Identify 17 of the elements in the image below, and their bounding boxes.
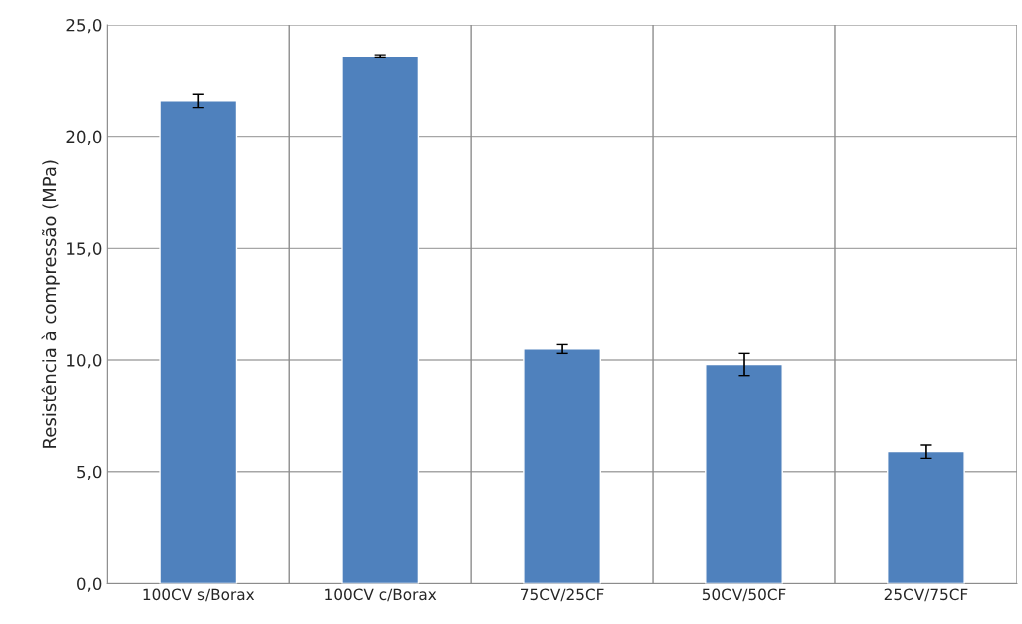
y-tick-label: 10,0 bbox=[67, 354, 102, 369]
y-axis-title: Resistência à compressão (MPa) bbox=[41, 160, 60, 448]
y-tick-label: 0,0 bbox=[77, 577, 102, 592]
y-tick-label: 20,0 bbox=[66, 130, 102, 145]
x-tick-label: 75CV/25CF bbox=[521, 588, 604, 602]
bar bbox=[705, 363, 783, 584]
x-tick-label: 50CV/50CF bbox=[702, 588, 786, 602]
x-tick-label: 100CV s/Borax bbox=[143, 588, 255, 602]
y-tick-label: 15,0 bbox=[67, 242, 102, 257]
x-tick-label: 25CV/75CF bbox=[884, 588, 968, 602]
bar bbox=[341, 55, 420, 584]
x-tick-label: 100CV c/Borax bbox=[325, 588, 437, 602]
bar bbox=[523, 348, 601, 584]
y-tick-label: 5,0 bbox=[77, 465, 102, 481]
bar bbox=[887, 450, 965, 584]
bar bbox=[159, 100, 238, 584]
y-tick-label: 25,0 bbox=[66, 18, 102, 34]
